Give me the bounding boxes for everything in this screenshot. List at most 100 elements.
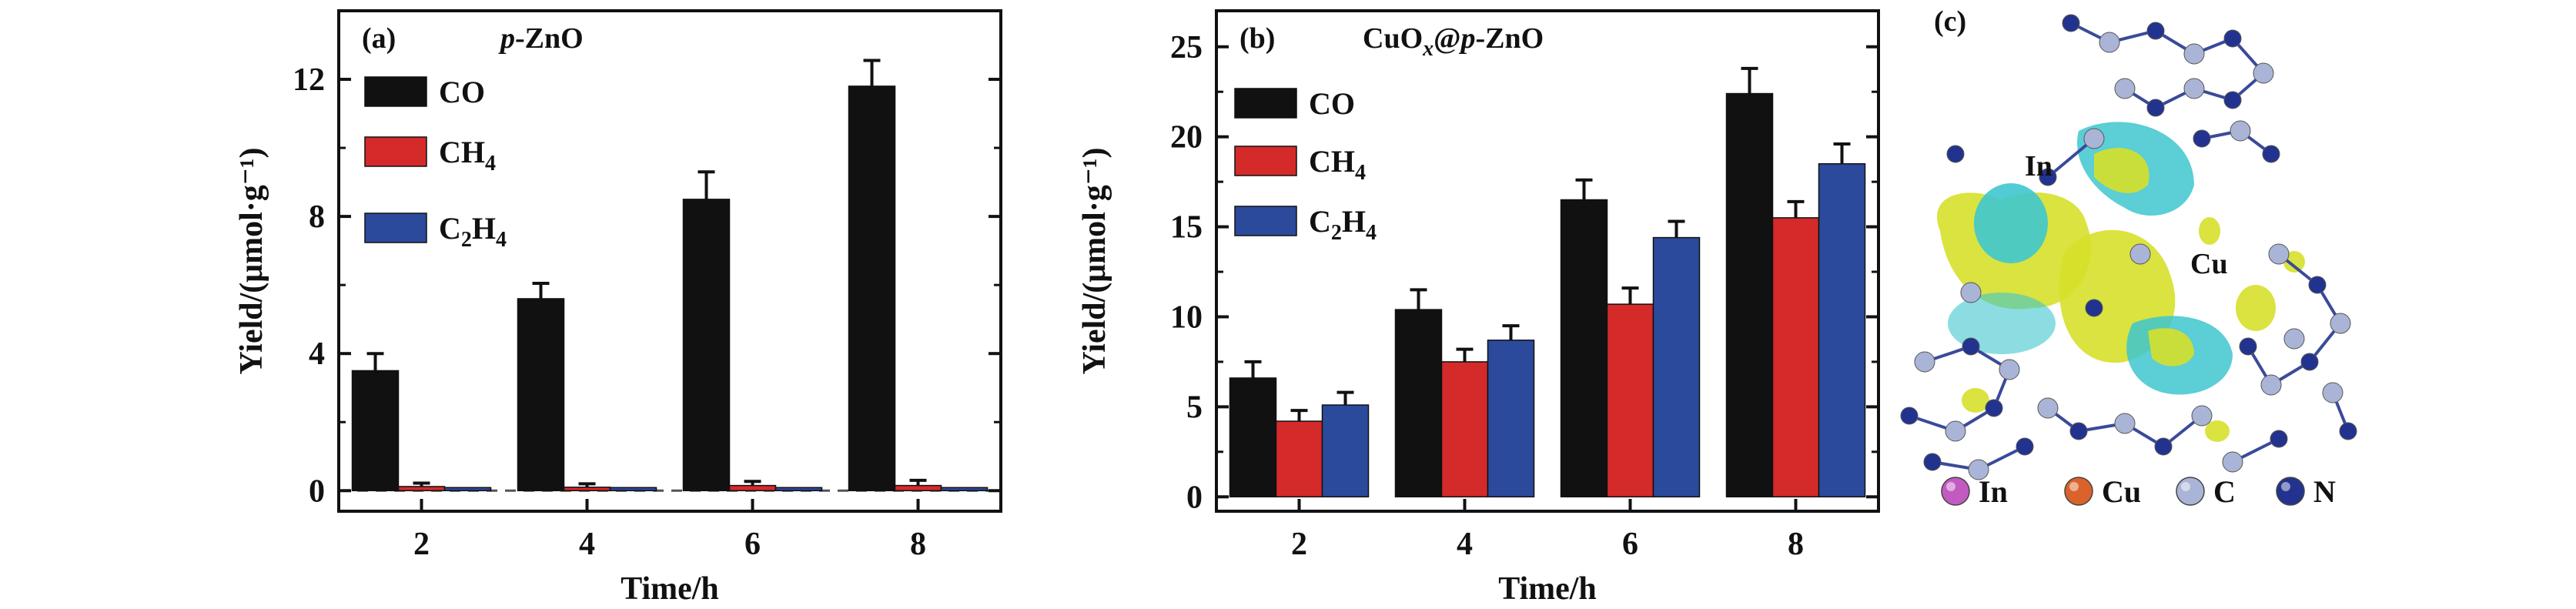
nitrogen-atom <box>2339 422 2357 440</box>
y-tick-label: 0 <box>309 473 325 509</box>
legend-atom-highlight <box>2069 482 2079 491</box>
carbon-atom <box>2322 382 2343 403</box>
nitrogen-atom <box>1923 453 1942 471</box>
bar-ch4 <box>1606 303 1654 498</box>
x-axis-title: Time/h <box>621 571 719 607</box>
bar-co <box>1725 92 1774 498</box>
bar-c2h4 <box>1321 404 1370 498</box>
panel-title: CuOx@p-ZnO <box>1363 22 1544 61</box>
carbon-atom <box>2253 62 2274 84</box>
y-tick-label: 20 <box>1170 120 1203 156</box>
nitrogen-atom <box>2262 145 2280 163</box>
y-tick-label: 5 <box>1186 390 1203 425</box>
nitrogen-atom <box>2039 168 2057 186</box>
carbon-atom <box>2283 328 2305 350</box>
carbon-atom <box>2114 78 2136 99</box>
bar-ch4 <box>1771 217 1820 498</box>
legend-swatch-co <box>364 76 427 107</box>
legend-atom-highlight <box>1946 482 1955 491</box>
panel-label: (b) <box>1239 22 1275 55</box>
panel-label: (a) <box>362 22 396 55</box>
carbon-atom <box>2222 451 2243 473</box>
y-tick-label: 12 <box>293 62 325 98</box>
legend-label-part: CO <box>1309 86 1355 121</box>
x-tick-label: 6 <box>744 527 761 562</box>
charge-accumulation-lobe <box>2199 217 2220 245</box>
carbon-atom <box>2230 120 2251 142</box>
charge-accumulation-lobe <box>2205 420 2230 442</box>
nitrogen-atom <box>2146 99 2165 117</box>
nitrogen-atom <box>2223 29 2242 48</box>
legend-swatch-ch4 <box>1234 146 1297 176</box>
legend-label-part: 4 <box>485 152 496 176</box>
title-part: p <box>1459 22 1476 55</box>
title-italic: p <box>498 22 515 55</box>
legend-swatch-co <box>1234 88 1297 119</box>
y-axis-title: Yield/(μmol·g⁻¹) <box>1077 148 1112 375</box>
charge-accumulation-lobe <box>2148 328 2194 366</box>
nitrogen-atom <box>2193 129 2211 148</box>
nitrogen-atom <box>2270 430 2288 448</box>
nitrogen-atom <box>2146 22 2165 40</box>
legend-label-cu: Cu <box>2102 474 2141 509</box>
x-tick-label: 2 <box>1291 527 1307 562</box>
bar-ch4 <box>1440 361 1489 498</box>
x-tick-label: 4 <box>579 527 595 562</box>
panel-title: p-ZnO <box>498 22 584 55</box>
bar-ch4 <box>894 484 942 492</box>
carbon-atom <box>1999 359 2020 380</box>
legend-atom-n <box>2276 477 2305 506</box>
panel-c-charge-density: (c) In Cu In Cu C N <box>1900 5 2357 509</box>
bar-co <box>517 298 565 492</box>
legend-swatch-c2h4 <box>364 212 427 243</box>
legend-label-co: CO <box>439 75 485 109</box>
legend-label-part: CO <box>439 75 485 109</box>
legend-atom-highlight <box>2281 482 2290 491</box>
legend-label-in: In <box>1979 474 2008 509</box>
legend-label-c2h4: C2H4 <box>1309 204 1377 245</box>
carbon-atom <box>2268 243 2290 265</box>
carbon-atom <box>2037 397 2059 419</box>
legend-label-co: CO <box>1309 86 1355 121</box>
bar-co <box>1560 199 1608 498</box>
bar-co <box>1394 309 1443 498</box>
charge-accumulation-lobe <box>2236 285 2276 331</box>
x-tick-label: 4 <box>1457 527 1473 562</box>
x-tick-label: 6 <box>1622 527 1638 562</box>
legend-swatch-ch4 <box>364 136 427 167</box>
site-label-in: In <box>2025 150 2052 182</box>
nitrogen-atom <box>1962 337 1980 356</box>
title-rest: -ZnO <box>515 22 584 55</box>
nitrogen-atom <box>2085 299 2103 317</box>
legend-atom-c <box>2176 477 2205 506</box>
bar-c2h4 <box>609 487 657 492</box>
title-part: CuO <box>1363 22 1423 55</box>
bar-ch4 <box>397 486 446 492</box>
charge-accumulation-lobe <box>2094 148 2149 193</box>
bar-co <box>351 370 400 492</box>
legend-label-n: N <box>2313 474 2336 509</box>
legend-label-part: CH <box>1309 144 1355 179</box>
bar-ch4 <box>728 484 777 492</box>
charge-accumulation-lobe <box>1962 388 1989 413</box>
bar-c2h4 <box>1487 340 1535 498</box>
nitrogen-atom <box>2300 353 2319 371</box>
title-part: -ZnO <box>1476 22 1544 55</box>
legend-label-part: 4 <box>1355 161 1366 185</box>
x-tick-label: 2 <box>413 527 430 562</box>
legend-label-c: C <box>2213 474 2236 509</box>
nitrogen-atom <box>2016 437 2034 456</box>
y-tick-label: 4 <box>309 336 325 372</box>
legend-label-ch4: CH4 <box>1309 144 1366 185</box>
x-tick-label: 8 <box>1788 527 1804 562</box>
y-axis-title: Yield/(μmol·g⁻¹) <box>234 148 269 375</box>
bar-ch4 <box>1275 420 1323 498</box>
carbon-atom <box>2183 78 2205 99</box>
carbon-atom <box>1960 282 1982 303</box>
legend-label-part: 4 <box>496 228 507 252</box>
legend-atom-highlight <box>2181 482 2190 491</box>
carbon-atom <box>2260 374 2282 396</box>
nitrogen-atom <box>2069 422 2088 440</box>
x-axis-title: Time/h <box>1498 571 1597 607</box>
